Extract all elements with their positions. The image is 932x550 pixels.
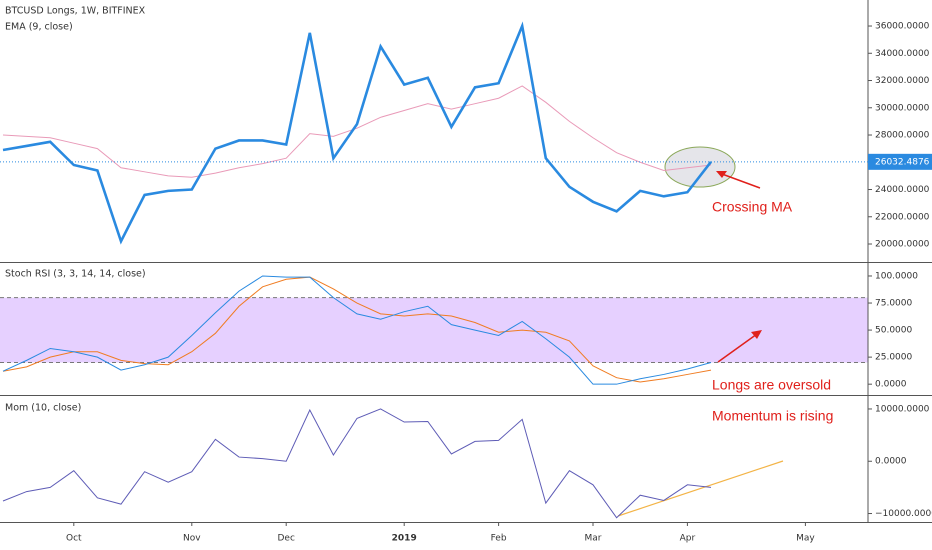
x-tick-label: Apr <box>680 534 696 544</box>
y-tick-label: 0.0000 <box>875 380 907 390</box>
y-tick-label: 100.0000 <box>875 271 918 281</box>
y-tick-label: 36000.0000 <box>875 22 930 32</box>
indicator-title: Mom (10, close) <box>5 403 81 414</box>
y-tick-label: 50.0000 <box>875 326 912 336</box>
y-tick-label: 10000.0000 <box>875 404 930 414</box>
y-tick-label: −10000.0000 <box>875 509 932 519</box>
indicator-title: EMA (9, close) <box>5 22 73 33</box>
arrow <box>721 173 761 189</box>
arrow-head <box>716 171 727 178</box>
x-tick-label: Feb <box>491 534 507 544</box>
y-tick-label: 32000.0000 <box>875 76 930 86</box>
y-tick-label: 0.0000 <box>875 457 907 467</box>
chart-title: BTCUSD Longs, 1W, BITFINEX <box>5 6 146 17</box>
x-tick-label: Nov <box>183 534 201 544</box>
price-label: 26032.4876 <box>875 157 930 167</box>
band-fill <box>0 297 868 363</box>
arrow <box>717 333 758 363</box>
line-series <box>2 21 713 245</box>
x-tick-label: Mar <box>585 534 602 544</box>
line-series <box>2 275 712 385</box>
y-tick-label: 75.0000 <box>875 299 912 309</box>
y-tick-label: 25.0000 <box>875 353 912 363</box>
annotation: Longs are oversold <box>712 377 831 393</box>
y-tick-label: 20000.0000 <box>875 240 930 250</box>
y-tick-label: 28000.0000 <box>875 131 930 141</box>
x-tick-label: Dec <box>277 534 294 544</box>
y-tick-label: 22000.0000 <box>875 212 930 222</box>
annotation: Crossing MA <box>712 199 793 215</box>
x-tick-label: May <box>796 534 815 544</box>
price-label-box <box>868 153 932 170</box>
indicator-title: Stoch RSI (3, 3, 14, 14, close) <box>5 269 146 280</box>
x-tick-label: Oct <box>66 534 82 544</box>
y-tick-label: 30000.0000 <box>875 103 930 113</box>
y-tick-label: 24000.0000 <box>875 185 930 195</box>
x-tick-label: 2019 <box>392 534 417 544</box>
trend-line <box>617 460 784 517</box>
y-tick-label: 34000.0000 <box>875 49 930 59</box>
arrow-head <box>751 330 762 339</box>
line-series <box>2 276 712 383</box>
annotation: Momentum is rising <box>712 408 833 424</box>
line-series <box>2 408 712 519</box>
highlight-ellipse <box>664 146 736 188</box>
line-series <box>2 85 712 178</box>
